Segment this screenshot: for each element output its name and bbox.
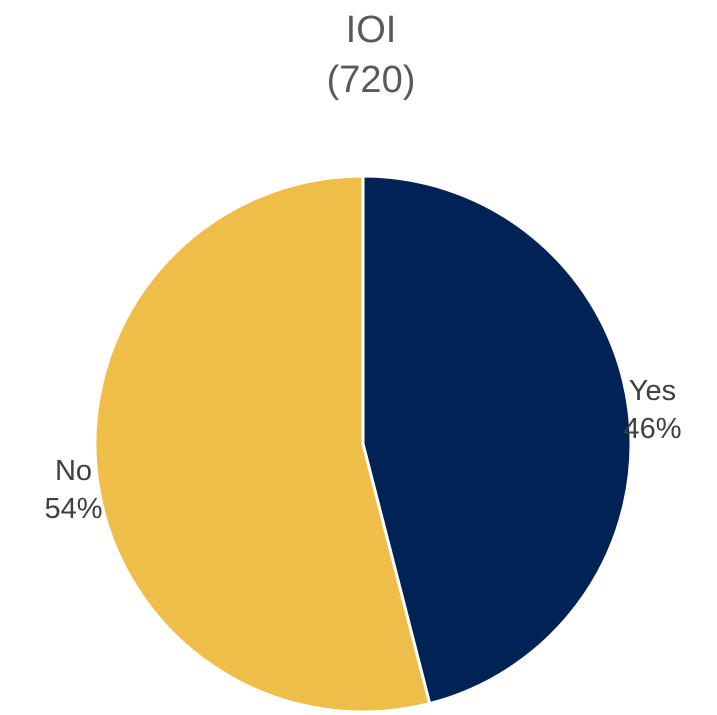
pie-slice-no bbox=[93, 174, 432, 714]
chart-title: IOI bbox=[346, 9, 397, 51]
slice-value-yes: 46% bbox=[623, 413, 681, 445]
slice-labels: Yes 46% No 54% bbox=[44, 375, 681, 525]
slice-label-no: No bbox=[55, 455, 92, 487]
pie-slice-yes bbox=[361, 174, 633, 706]
chart-subtitle: (720) bbox=[327, 59, 416, 101]
slice-value-no: 54% bbox=[44, 493, 102, 525]
pie-slices bbox=[93, 174, 633, 714]
slice-label-yes: Yes bbox=[629, 375, 676, 407]
